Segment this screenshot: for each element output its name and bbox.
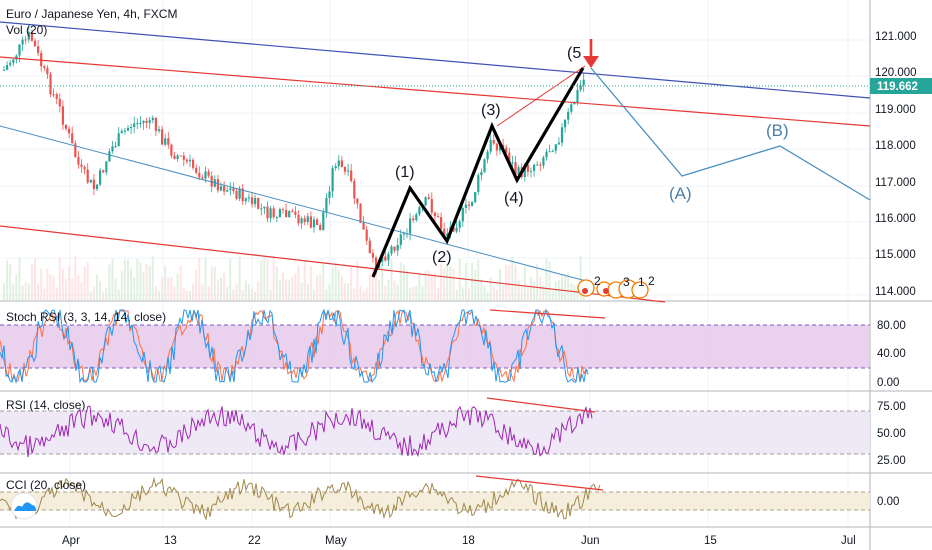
down-arrow-icon [583, 39, 599, 68]
price-tick-116: 116.000 [875, 213, 916, 225]
cci-label: CCI (20, close) [6, 478, 86, 492]
rsi-tick-75: 75.00 [877, 401, 906, 413]
light-blue-channel-line [0, 125, 591, 283]
price-tick-120: 120.000 [875, 67, 917, 79]
time-label-18: 18 [462, 535, 475, 547]
stoch-tick-80: 80.00 [877, 320, 906, 332]
wave-label-4: (4) [504, 190, 524, 207]
price-tick-117: 117.000 [875, 177, 916, 189]
time-label-15: 15 [704, 535, 717, 547]
price-tick-121: 121.000 [875, 31, 917, 43]
wave-label-1: (1) [395, 164, 415, 181]
event-badges[interactable]: 2 3 1 2 [577, 274, 655, 299]
rsi-label: RSI (14, close) [6, 398, 85, 412]
red-wave-connector-line [496, 65, 586, 127]
red-channel-upper-line [0, 56, 871, 127]
price-tick-114: 114.000 [875, 286, 916, 298]
stoch-rsi-pane[interactable]: Stoch RSI (3, 3, 14, 14, close) 80.00 40… [0, 308, 906, 389]
wave-label-b: (B) [766, 121, 789, 140]
rsi-tick-50: 50.00 [877, 428, 906, 440]
time-label-may: May [325, 535, 347, 547]
last-price-badge: 119.662 [870, 78, 932, 94]
badge-text-1: 2 [594, 274, 601, 288]
trend-lines[interactable] [0, 21, 871, 303]
wave-label-5: (5 [567, 45, 581, 62]
rsi-tick-25: 25.00 [877, 455, 906, 467]
stoch-tick-0: 0.00 [877, 377, 899, 389]
time-label-22: 22 [248, 535, 261, 547]
cci-tick-0: 0.00 [877, 496, 899, 508]
cci-pane[interactable]: CCI (20, close) 0.00 [0, 475, 899, 521]
volume-label: Vol (20) [6, 23, 47, 37]
blue-channel-line [0, 21, 871, 99]
time-label-13: 13 [164, 535, 177, 547]
price-tick-119: 119.000 [875, 104, 916, 116]
symbol-title: Euro / Japanese Yen, 4h, FXCM [6, 7, 177, 21]
volume-bars [3, 256, 585, 300]
time-label-jul: Jul [841, 535, 856, 547]
badge-text-3: 1 [638, 275, 645, 289]
time-label-jun: Jun [581, 535, 600, 547]
red-channel-lower-line [0, 225, 666, 303]
badge-text-4: 2 [648, 274, 655, 288]
price-tick-115: 115.000 [875, 249, 916, 261]
wave-label-3: (3) [481, 102, 501, 119]
abc-projection-path[interactable] [590, 67, 871, 201]
impulse-wave-path[interactable] [371, 67, 585, 278]
tradingview-logo-icon[interactable] [10, 492, 38, 520]
wave-label-a: (A) [669, 184, 692, 203]
rsi-pane[interactable]: RSI (14, close) 75.00 50.00 25.00 [0, 397, 906, 467]
stoch-rsi-label: Stoch RSI (3, 3, 14, 14, close) [6, 310, 166, 324]
wave-label-2: (2) [432, 249, 452, 266]
badge-text-2: 3 [623, 275, 630, 289]
stoch-tick-40: 40.00 [877, 348, 906, 360]
time-label-apr: Apr [62, 535, 80, 547]
price-axis[interactable]: 121.000 120.000 119.000 118.000 117.000 … [875, 31, 917, 298]
price-tick-118: 118.000 [875, 140, 916, 152]
time-axis[interactable]: Apr 13 22 May 18 Jun 15 Jul [62, 535, 856, 547]
last-price-value: 119.662 [877, 81, 918, 93]
candlesticks [2, 25, 585, 275]
